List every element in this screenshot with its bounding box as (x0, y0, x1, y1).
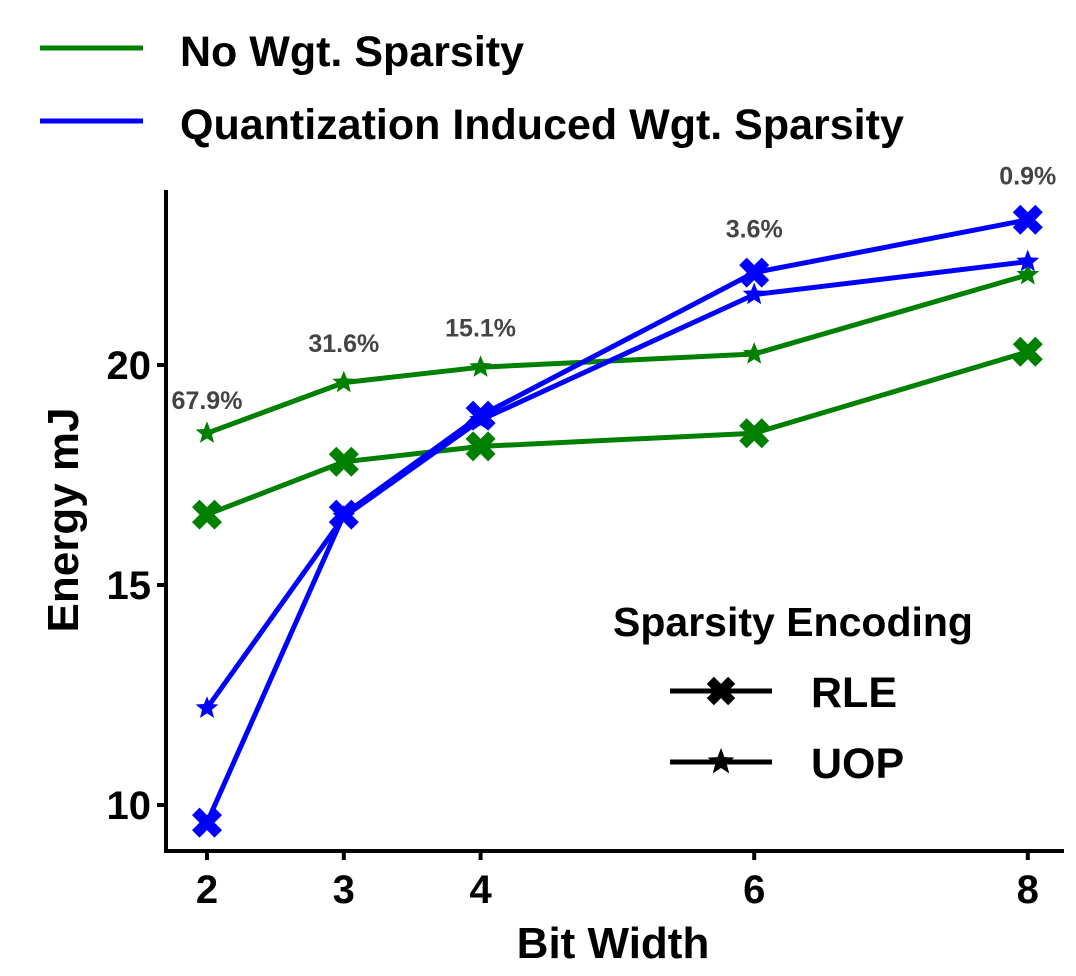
uop-point (195, 696, 219, 718)
uop-point (332, 370, 356, 393)
x-marker-icon (706, 676, 736, 706)
rle-point (192, 499, 222, 530)
axis-ticks: 2 3 4 6 8 10 15 20 (107, 344, 1039, 912)
x-tick-label: 3 (333, 868, 355, 912)
x-tick-label: 6 (743, 868, 765, 912)
sparsity-annotation: 3.6% (726, 215, 783, 243)
uop-point (469, 408, 493, 430)
rle-point (328, 446, 359, 477)
uop-point (742, 342, 766, 364)
x-tick-label: 2 (196, 868, 218, 912)
rle-point (1012, 336, 1043, 367)
rle-point (1012, 204, 1043, 235)
uop-point (1016, 249, 1040, 272)
sparsity-annotation: 0.9% (999, 163, 1056, 191)
x-tick-label: 4 (469, 868, 492, 912)
annotations: 67.9% 31.6% 15.1% 3.6% 0.9% (172, 163, 1057, 415)
y-tick-label: 15 (107, 564, 152, 608)
uop-point (469, 355, 493, 377)
uop-point (332, 504, 356, 527)
y-tick-label: 10 (107, 784, 152, 828)
uop-point (195, 421, 219, 443)
rle-point (739, 257, 770, 288)
sparsity-annotation: 31.6% (308, 330, 379, 358)
star-marker-icon (707, 748, 735, 774)
series-line (206, 349, 1029, 517)
x-tick-label: 8 (1017, 868, 1039, 912)
uop-point (1016, 262, 1040, 285)
sparsity-annotation: 15.1% (445, 314, 516, 342)
shape-legend-title: Sparsity Encoding (613, 599, 973, 645)
shape-legend: Sparsity Encoding RLE UOP (613, 599, 973, 788)
axes (164, 190, 1064, 853)
rle-point (465, 431, 496, 462)
color-legend: No Wgt. Sparsity Quantization Induced Wg… (40, 28, 904, 149)
series-markers (192, 204, 1043, 838)
shape-legend-label-uop: UOP (811, 740, 904, 788)
uop-point (742, 282, 766, 305)
x-axis-title: Bit Width (517, 919, 710, 968)
y-tick-label: 20 (107, 344, 152, 388)
y-axis-title: Energy mJ (39, 408, 88, 633)
rle-point (192, 807, 222, 838)
shape-legend-label-rle: RLE (811, 669, 897, 717)
rle-point (739, 418, 770, 449)
sparsity-annotation: 67.9% (172, 387, 243, 415)
legend-label-no-sparsity: No Wgt. Sparsity (180, 28, 524, 76)
legend-label-quant-sparsity: Quantization Induced Wgt. Sparsity (180, 101, 904, 149)
